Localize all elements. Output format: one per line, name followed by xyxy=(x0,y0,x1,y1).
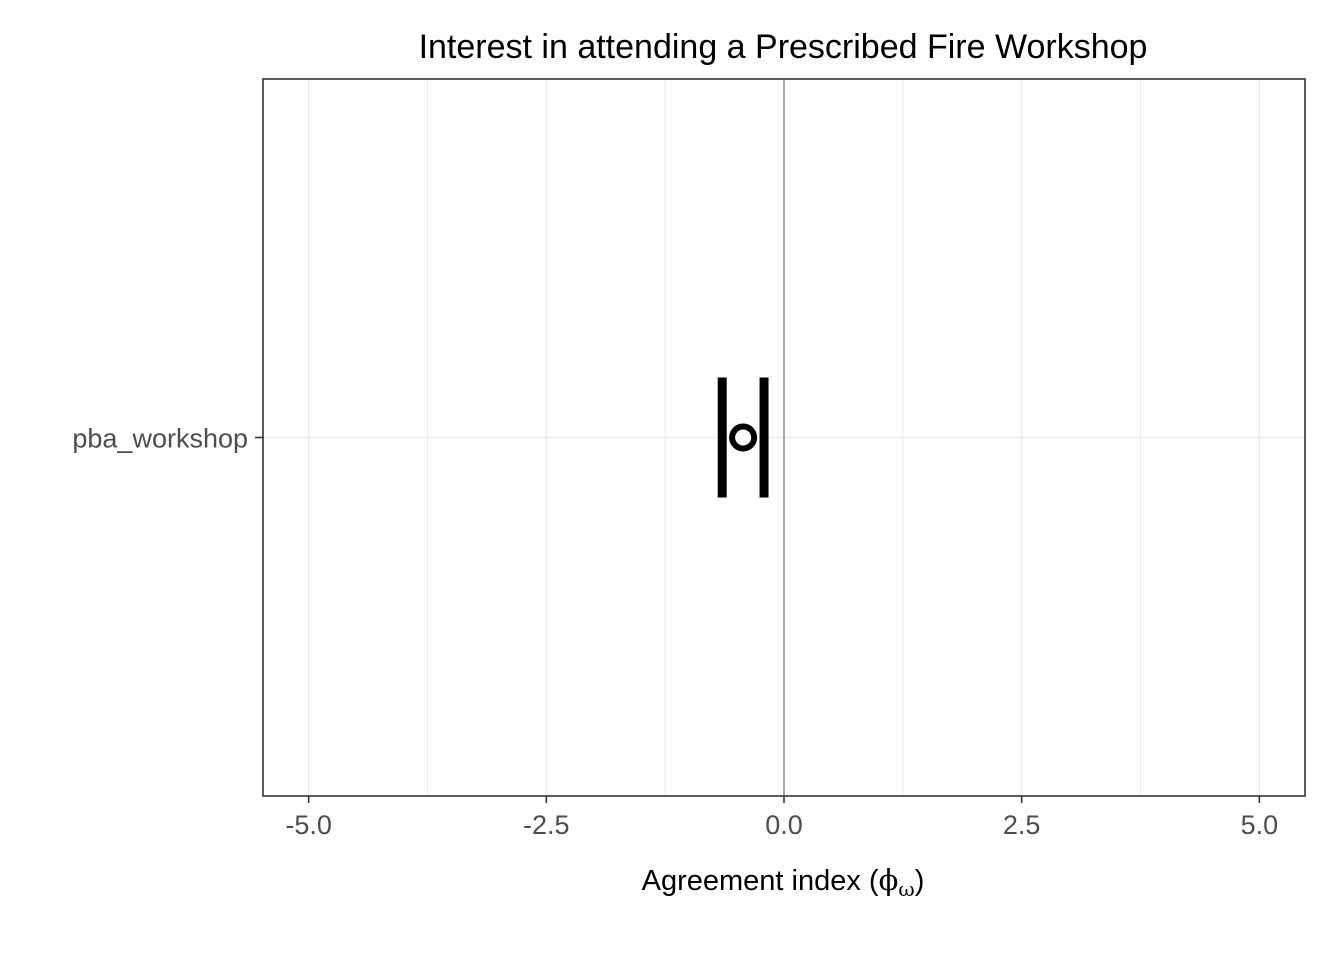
x-axis-title-symbol: ϕ xyxy=(879,863,899,897)
x-tick-label: -2.5 xyxy=(523,810,570,840)
x-axis-title: Agreement index (ϕω) xyxy=(642,863,925,901)
x-axis-title-subscript: ω xyxy=(898,877,914,901)
x-axis-title-suffix: ) xyxy=(915,865,925,897)
plot-panel xyxy=(262,78,1306,797)
point-estimate xyxy=(729,423,758,452)
x-tick-label: 2.5 xyxy=(1003,810,1041,840)
data-marks xyxy=(717,377,769,498)
x-axis: -5.0 -2.5 0.0 2.5 5.0 xyxy=(285,796,1278,840)
x-tick-label: -5.0 xyxy=(285,810,332,840)
y-tick-label: pba_workshop xyxy=(72,424,248,454)
x-tick-label: 5.0 xyxy=(1241,810,1279,840)
y-axis: pba_workshop xyxy=(72,424,263,454)
chart-title: Interest in attending a Prescribed Fire … xyxy=(419,28,1148,66)
x-axis-title-text: Agreement index ( xyxy=(642,865,879,897)
x-tick-label: 0.0 xyxy=(765,810,803,840)
